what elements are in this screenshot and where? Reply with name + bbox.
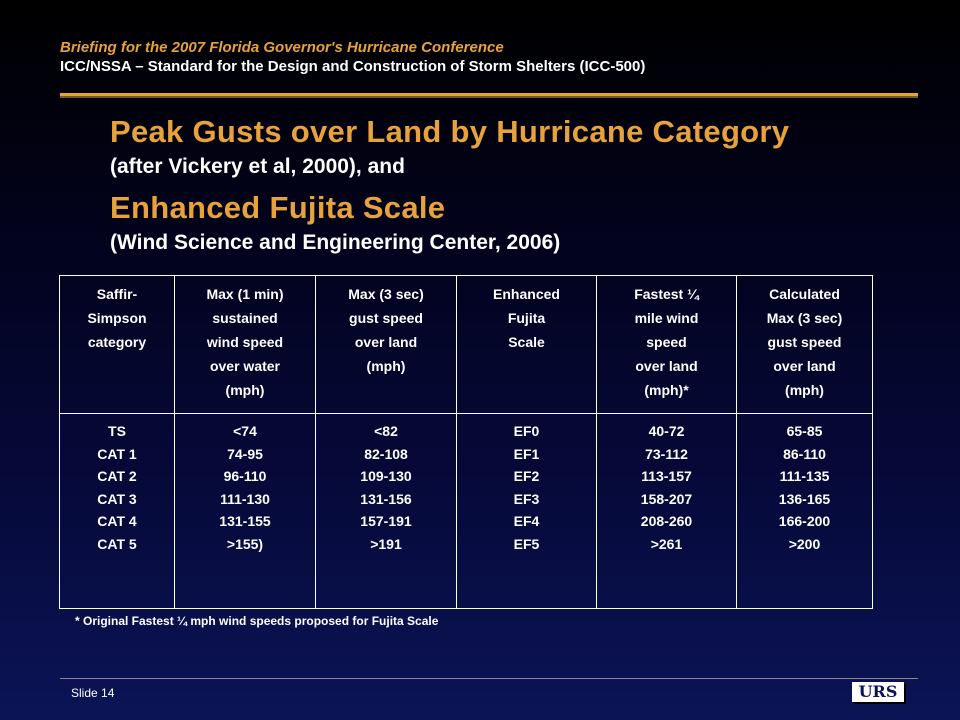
cell-calculated-gust: 65-85 86-110 111-135 136-165 166-200 >20… <box>736 413 873 609</box>
cell-gust-speeds: <82 82-108 109-130 131-156 157-191 >191 <box>315 413 457 609</box>
cell-fastest-quarter-mile: 40-72 73-112 113-157 158-207 208-260 >26… <box>596 413 737 609</box>
header-max-1min-sustained: Max (1 min) sustained wind speed over wa… <box>174 275 316 414</box>
title-block: Peak Gusts over Land by Hurricane Catego… <box>110 112 789 264</box>
header-divider <box>60 93 918 98</box>
header-saffir-simpson: Saffir- Simpson category <box>59 275 175 414</box>
cell-sustained-speeds: <74 74-95 96-110 111-130 131-155 >155) <box>174 413 316 609</box>
slide-number: Slide 14 <box>71 686 115 700</box>
slide-subtitle-2: (Wind Science and Engineering Center, 20… <box>110 231 561 254</box>
urs-logo: URS <box>852 682 904 702</box>
conference-header: Briefing for the 2007 Florida Governor's… <box>60 39 504 56</box>
header-calculated-gust: Calculated Max (3 sec) gust speed over l… <box>736 275 873 414</box>
wind-speed-table: Saffir- Simpson category Max (1 min) sus… <box>59 275 873 609</box>
header-enhanced-fujita: Enhanced Fujita Scale <box>456 275 597 414</box>
cell-ef-ratings: EF0 EF1 EF2 EF3 EF4 EF5 <box>456 413 597 609</box>
standard-header: ICC/NSSA – Standard for the Design and C… <box>60 58 646 75</box>
slide-subtitle-1: (after Vickery et al, 2000), and <box>110 155 405 178</box>
footnote: * Original Fastest ¼ mph wind speeds pro… <box>75 614 439 628</box>
footer-divider <box>60 678 918 679</box>
slide-title-1: Peak Gusts over Land by Hurricane Catego… <box>110 114 790 149</box>
table-header-row: Saffir- Simpson category Max (1 min) sus… <box>59 275 873 414</box>
table-data-row: TS CAT 1 CAT 2 CAT 3 CAT 4 CAT 5 <74 74-… <box>59 413 873 609</box>
cell-categories: TS CAT 1 CAT 2 CAT 3 CAT 4 CAT 5 <box>59 413 175 609</box>
header-max-3sec-gust: Max (3 sec) gust speed over land (mph) <box>315 275 457 414</box>
slide-title-2: Enhanced Fujita Scale <box>110 190 446 225</box>
header-fastest-quarter-mile: Fastest ¼ mile wind speed over land (mph… <box>596 275 737 414</box>
